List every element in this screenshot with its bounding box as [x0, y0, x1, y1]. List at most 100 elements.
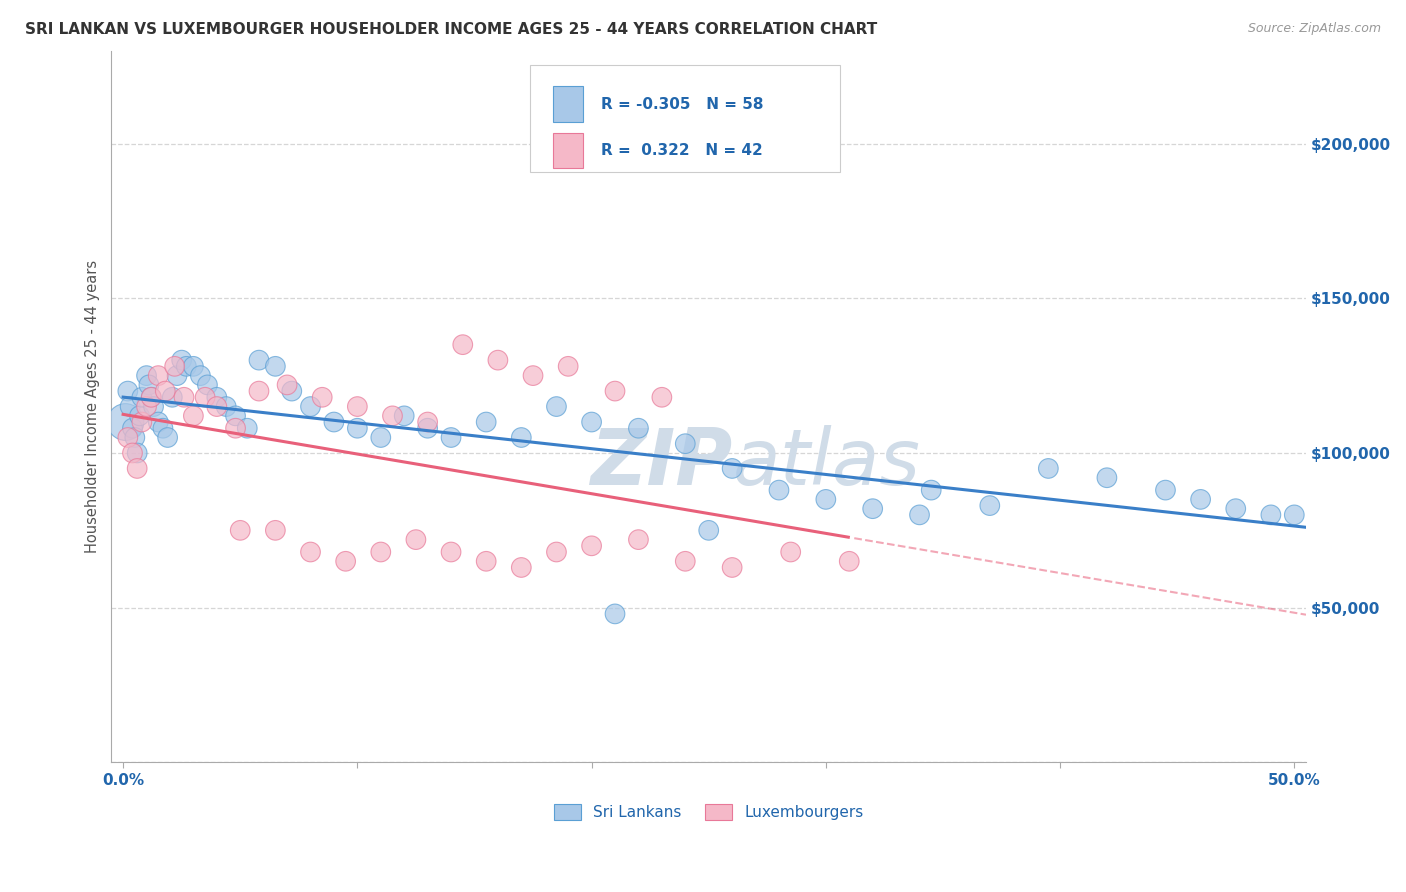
FancyBboxPatch shape — [530, 65, 841, 171]
Point — [370, 430, 392, 444]
Point — [673, 436, 696, 450]
Point — [190, 368, 212, 383]
Point — [486, 353, 509, 368]
Point — [225, 409, 247, 423]
Point — [155, 384, 177, 398]
Point — [311, 390, 333, 404]
Point — [173, 390, 195, 404]
Point — [131, 415, 153, 429]
Point — [135, 400, 157, 414]
Text: SRI LANKAN VS LUXEMBOURGER HOUSEHOLDER INCOME AGES 25 - 44 YEARS CORRELATION CHA: SRI LANKAN VS LUXEMBOURGER HOUSEHOLDER I… — [25, 22, 877, 37]
Point — [127, 461, 149, 475]
Point — [166, 368, 188, 383]
Point — [779, 545, 801, 559]
Point — [183, 409, 205, 423]
Point — [814, 492, 837, 507]
Point — [510, 430, 533, 444]
Point — [627, 533, 650, 547]
Point — [225, 421, 247, 435]
Text: R = -0.305   N = 58: R = -0.305 N = 58 — [602, 96, 763, 112]
Point — [1225, 501, 1247, 516]
Point — [229, 524, 252, 538]
Point — [346, 400, 368, 414]
Text: ZIP: ZIP — [591, 425, 733, 501]
Point — [721, 560, 744, 574]
Point — [381, 409, 404, 423]
Point — [603, 607, 626, 621]
Point — [370, 545, 392, 559]
Point — [148, 415, 170, 429]
Point — [120, 400, 142, 414]
Point — [557, 359, 579, 374]
Point — [416, 421, 439, 435]
Point — [627, 421, 650, 435]
Point — [236, 421, 259, 435]
Point — [581, 415, 603, 429]
Point — [697, 524, 720, 538]
Point — [247, 384, 270, 398]
Point — [141, 390, 163, 404]
Point — [117, 384, 139, 398]
Point — [546, 545, 568, 559]
Point — [979, 499, 1001, 513]
Point — [215, 400, 238, 414]
Point — [138, 377, 160, 392]
Point — [205, 400, 228, 414]
Point — [148, 368, 170, 383]
Point — [114, 415, 136, 429]
Point — [170, 353, 193, 368]
Point — [264, 359, 287, 374]
Point — [546, 400, 568, 414]
Point — [1189, 492, 1212, 507]
Legend: Sri Lankans, Luxembourgers: Sri Lankans, Luxembourgers — [547, 797, 870, 826]
Point — [163, 359, 186, 374]
Point — [128, 409, 150, 423]
Point — [176, 359, 198, 374]
Point — [392, 409, 415, 423]
Point — [264, 524, 287, 538]
Point — [510, 560, 533, 574]
FancyBboxPatch shape — [554, 133, 583, 168]
Point — [323, 415, 346, 429]
Point — [162, 390, 184, 404]
Point — [183, 359, 205, 374]
Point — [205, 390, 228, 404]
Point — [603, 384, 626, 398]
Point — [276, 377, 298, 392]
Point — [1095, 471, 1118, 485]
Point — [838, 554, 860, 568]
Text: Source: ZipAtlas.com: Source: ZipAtlas.com — [1247, 22, 1381, 36]
Point — [451, 337, 474, 351]
Point — [721, 461, 744, 475]
Point — [1284, 508, 1306, 522]
Point — [405, 533, 427, 547]
Point — [299, 400, 322, 414]
Point — [768, 483, 790, 497]
Point — [141, 390, 163, 404]
Text: R =  0.322   N = 42: R = 0.322 N = 42 — [602, 143, 763, 158]
Point — [152, 421, 174, 435]
Point — [127, 446, 149, 460]
Point — [142, 400, 165, 414]
Point — [156, 430, 179, 444]
Point — [908, 508, 931, 522]
Point — [475, 415, 498, 429]
Point — [475, 554, 498, 568]
Point — [194, 390, 217, 404]
FancyBboxPatch shape — [554, 87, 583, 122]
Point — [651, 390, 673, 404]
Point — [1038, 461, 1060, 475]
Point — [197, 377, 219, 392]
Point — [522, 368, 544, 383]
Point — [121, 446, 143, 460]
Point — [1260, 508, 1282, 522]
Point — [247, 353, 270, 368]
Point — [920, 483, 942, 497]
Point — [440, 430, 463, 444]
Point — [335, 554, 357, 568]
Point — [416, 415, 439, 429]
Text: atlas: atlas — [733, 425, 921, 501]
Point — [124, 430, 146, 444]
Point — [121, 421, 143, 435]
Point — [440, 545, 463, 559]
